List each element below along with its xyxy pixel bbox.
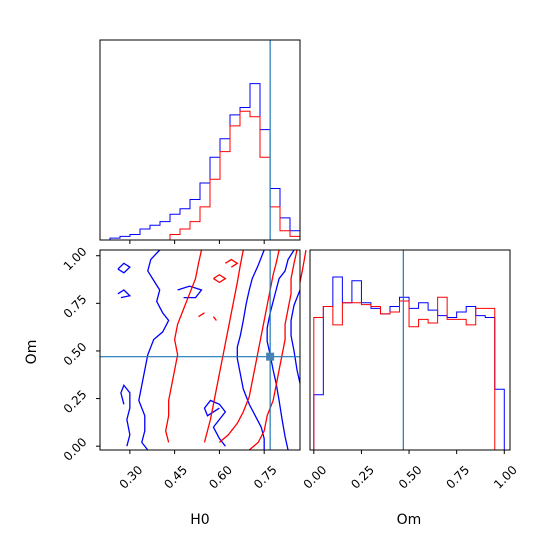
om-x-tick-label-1: 0.25	[348, 463, 377, 492]
om-y-axis-label: Om	[24, 340, 40, 365]
red-contour-2	[218, 249, 280, 443]
blue-contour-2	[236, 249, 265, 450]
joint-x-tick-label-0: 0.30	[117, 463, 146, 492]
blue-contour-6	[177, 285, 203, 299]
joint-y-tick-label-0: 0.00	[61, 435, 90, 464]
joint-y-tick-label-1: 0.25	[61, 387, 90, 416]
blue-contour-8	[117, 289, 132, 299]
joint-truth-marker	[266, 352, 275, 361]
joint-x-tick-label-3: 0.75	[251, 463, 280, 492]
red-contour-1	[299, 249, 307, 283]
om-x-tick-label-2: 0.50	[396, 463, 425, 492]
h0-om-contour-panel: 0.30 0.45 0.60 0.75 0.00 0.25 0.50 0.75 1.00	[61, 244, 307, 492]
om-axis-label: Om	[397, 512, 422, 528]
om-x-tick-label-0: 0.00	[301, 463, 330, 492]
joint-y-tick-label-4: 1.00	[61, 244, 90, 273]
joint-frame	[99, 249, 301, 451]
h0-axis-label: H0	[190, 512, 209, 528]
blue-contour-4	[120, 383, 131, 447]
om-histogram-panel: 0.00 0.25 0.50 0.75 1.00	[301, 249, 520, 492]
blue-contour-5	[203, 399, 227, 447]
om-hist-series-1	[313, 296, 505, 451]
blue-contour-7	[117, 262, 131, 274]
red-contour-0	[248, 249, 298, 451]
joint-x-tick-label-1: 0.45	[161, 463, 190, 492]
red-contour-3	[203, 249, 244, 443]
om-x-tick-label-4: 1.00	[491, 463, 520, 492]
red-contour-8	[212, 316, 217, 321]
blue-contour-3	[138, 249, 170, 451]
joint-x-tick-label-2: 0.60	[206, 463, 235, 492]
red-contour-7	[198, 312, 205, 318]
joint-y-tick-label-2: 0.50	[61, 340, 90, 369]
om-hist-frame	[309, 249, 511, 451]
blue-contour-0	[266, 249, 295, 451]
joint-y-tick-label-3: 0.75	[61, 292, 90, 321]
h0-hist-frame	[99, 39, 301, 241]
om-x-tick-label-3: 0.75	[443, 463, 472, 492]
blue-contour-1	[290, 289, 301, 384]
red-contour-4	[165, 249, 203, 443]
red-contour-6	[225, 258, 239, 268]
red-contour-5	[213, 273, 227, 284]
h0-histogram-panel	[99, 39, 301, 244]
